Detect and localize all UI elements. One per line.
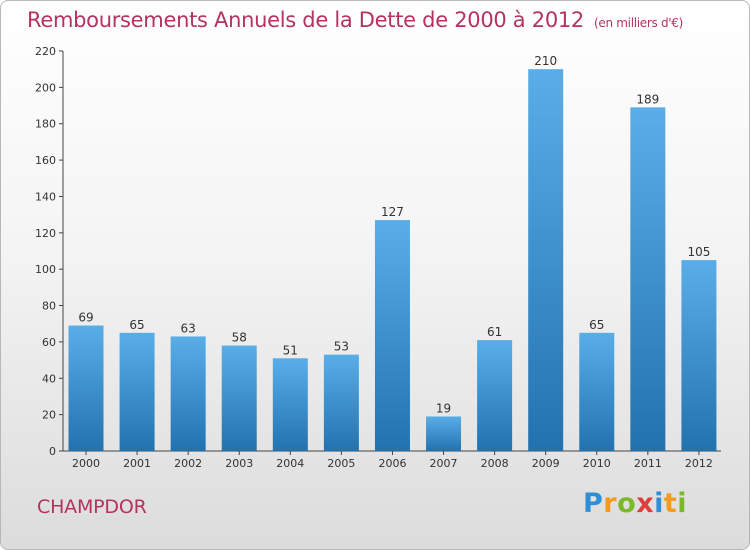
bar-2002 — [170, 336, 206, 451]
x-tick-label-2012: 2012 — [685, 457, 713, 470]
x-tick-label-2000: 2000 — [72, 457, 100, 470]
value-label-2004: 51 — [283, 343, 298, 357]
logo-letter: x — [636, 488, 655, 519]
bar-2003 — [221, 345, 257, 451]
value-label-2007: 19 — [436, 401, 451, 415]
chart-title: Remboursements Annuels de la Dette de 20… — [27, 8, 683, 32]
chart-title-text: Remboursements Annuels de la Dette de 20… — [27, 8, 584, 32]
y-tick-label: 60 — [42, 336, 56, 349]
logo-letter: P — [583, 488, 604, 519]
y-tick-label: 0 — [49, 445, 56, 458]
bar-2000 — [68, 325, 104, 451]
x-tick-label-2003: 2003 — [225, 457, 253, 470]
bar-2006 — [374, 220, 410, 451]
bar-2007 — [426, 416, 462, 451]
proxiti-logo[interactable]: Proxiti — [583, 488, 687, 519]
bar-2001 — [119, 332, 155, 451]
y-tick-label: 220 — [35, 45, 56, 58]
y-tick-label: 120 — [35, 227, 56, 240]
bar-2005 — [323, 354, 359, 451]
value-label-2008: 61 — [487, 325, 502, 339]
value-label-2003: 58 — [232, 331, 247, 345]
x-tick-label-2001: 2001 — [123, 457, 151, 470]
value-label-2005: 53 — [334, 340, 349, 354]
y-tick-label: 100 — [35, 263, 56, 276]
x-tick-label-2005: 2005 — [327, 457, 355, 470]
bar-2012 — [681, 260, 717, 451]
x-tick-label-2009: 2009 — [532, 457, 560, 470]
value-label-2009: 210 — [534, 54, 557, 68]
x-tick-label-2008: 2008 — [481, 457, 509, 470]
commune-name: CHAMPDOR — [37, 496, 147, 518]
value-label-2000: 69 — [78, 311, 93, 325]
y-tick-label: 180 — [35, 118, 56, 131]
value-label-2011: 189 — [636, 92, 659, 106]
y-tick-label: 40 — [42, 372, 56, 385]
y-tick-label: 80 — [42, 300, 56, 313]
bar-2011 — [630, 107, 666, 451]
logo-letter: i — [654, 488, 664, 519]
logo-letter: r — [603, 488, 618, 519]
x-tick-label-2006: 2006 — [378, 457, 406, 470]
y-tick-label: 20 — [42, 409, 56, 422]
x-tick-label-2002: 2002 — [174, 457, 202, 470]
value-label-2001: 65 — [129, 318, 144, 332]
x-tick-label-2010: 2010 — [583, 457, 611, 470]
value-label-2010: 65 — [589, 318, 604, 332]
x-tick-label-2004: 2004 — [276, 457, 304, 470]
x-tick-label-2007: 2007 — [430, 457, 458, 470]
logo-letter: i — [677, 488, 688, 519]
value-label-2002: 63 — [181, 321, 196, 335]
bar-2004 — [272, 358, 308, 451]
y-tick-label: 200 — [35, 81, 56, 94]
x-tick-label-2011: 2011 — [634, 457, 662, 470]
logo-letter: t — [663, 488, 678, 519]
bar-2010 — [579, 332, 615, 451]
value-label-2012: 105 — [687, 245, 710, 259]
y-tick-label: 140 — [35, 190, 56, 203]
logo-letter: o — [617, 488, 637, 519]
y-tick-label: 160 — [35, 154, 56, 167]
bar-2009 — [528, 69, 564, 451]
bar-2008 — [477, 340, 513, 451]
value-label-2006: 127 — [381, 205, 404, 219]
chart-subtitle: (en milliers d'€) — [594, 16, 684, 30]
